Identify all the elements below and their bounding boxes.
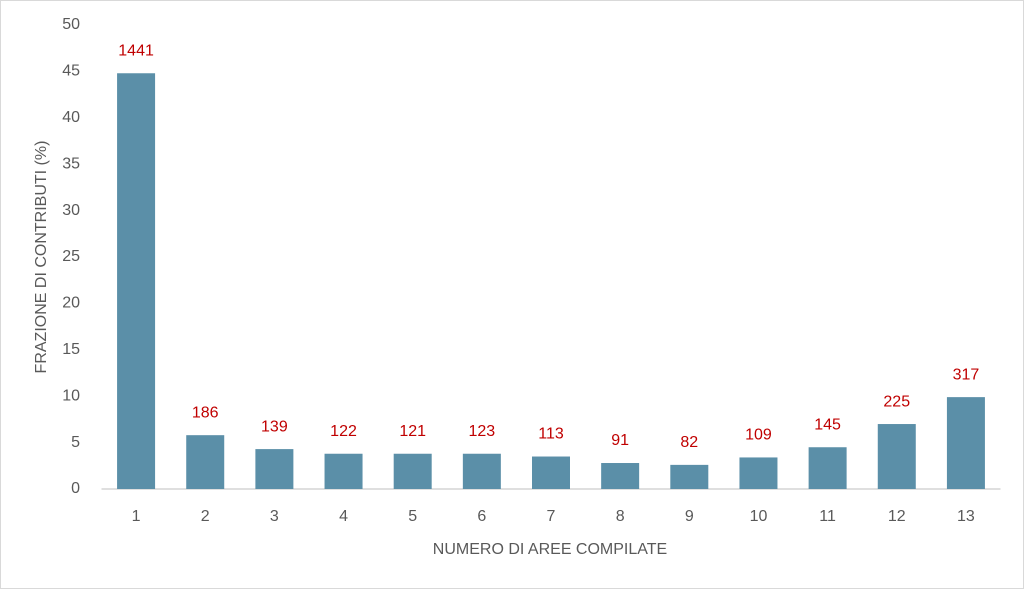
y-axis-title: FRAZIONE DI CONTRIBUTI (%) — [33, 141, 50, 374]
bar — [808, 447, 847, 489]
data-label: 317 — [953, 366, 980, 383]
x-tick-label: 10 — [750, 508, 768, 525]
x-tick-label: 4 — [339, 508, 348, 525]
data-label: 139 — [261, 418, 288, 435]
y-tick-label: 10 — [62, 387, 80, 404]
y-tick-label: 0 — [71, 480, 80, 497]
x-tick-label: 1 — [132, 508, 141, 525]
bar — [670, 464, 709, 489]
data-label: 145 — [814, 416, 841, 433]
data-label: 123 — [468, 423, 495, 440]
x-axis-title: NUMERO DI AREE COMPILATE — [433, 541, 667, 558]
x-tick-label: 8 — [616, 508, 625, 525]
bar — [255, 449, 294, 489]
data-label: 113 — [538, 426, 564, 443]
bar — [393, 453, 432, 489]
data-label: 1441 — [118, 42, 154, 59]
data-label: 109 — [745, 427, 772, 444]
data-label: 91 — [611, 432, 629, 449]
bar — [532, 456, 570, 489]
x-tick-label: 11 — [819, 508, 836, 525]
bar — [739, 457, 778, 489]
data-label: 121 — [399, 423, 426, 440]
data-label: 225 — [883, 393, 910, 410]
y-tick-label: 30 — [62, 202, 80, 219]
y-tick-label: 20 — [62, 295, 80, 312]
y-tick-label: 5 — [71, 434, 80, 451]
y-tick-label: 35 — [62, 155, 80, 172]
x-tick-label: 12 — [888, 508, 906, 525]
x-tick-label: 9 — [685, 508, 694, 525]
bar — [946, 397, 985, 489]
bar — [324, 453, 363, 489]
y-tick-label: 40 — [62, 109, 80, 126]
y-tick-label: 45 — [62, 63, 80, 80]
bar — [877, 424, 916, 489]
x-tick-label: 5 — [408, 508, 417, 525]
y-tick-label: 15 — [62, 341, 80, 358]
bar — [186, 435, 225, 489]
bar — [601, 463, 640, 489]
x-tick-label: 7 — [547, 508, 556, 525]
y-tick-label: 25 — [62, 248, 80, 265]
bar — [117, 73, 156, 490]
x-tick-label: 13 — [957, 508, 975, 525]
data-label: 122 — [330, 423, 357, 440]
data-label: 186 — [192, 404, 219, 421]
x-tick-label: 2 — [201, 508, 210, 525]
x-tick-label: 3 — [270, 508, 279, 525]
bar — [462, 453, 501, 489]
x-tick-label: 6 — [477, 508, 486, 525]
data-label: 82 — [680, 434, 698, 451]
y-tick-label: 50 — [62, 16, 80, 33]
